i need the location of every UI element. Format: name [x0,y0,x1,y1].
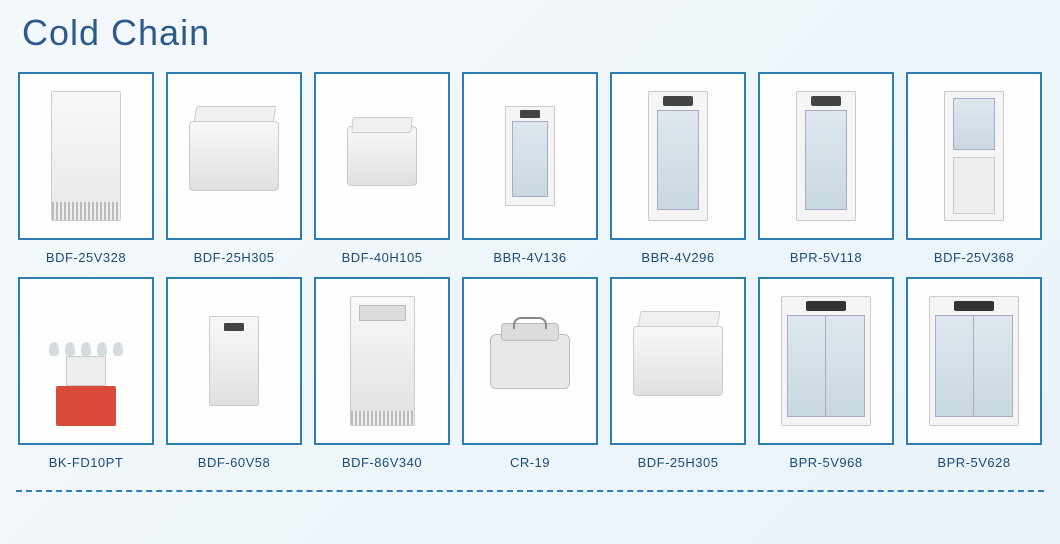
product-model-label: BDF-25H305 [638,455,719,470]
product-illustration [51,91,121,221]
product-card[interactable]: BDF-25H305 [610,277,746,470]
product-model-label: BBR-4V296 [641,250,714,265]
product-model-label: BPR-5V118 [790,250,862,265]
product-card[interactable]: BPR-5V118 [758,72,894,265]
product-card[interactable]: BDF-86V340 [314,277,450,470]
product-image-box [18,277,154,445]
product-illustration [46,296,126,426]
product-image-box [906,277,1042,445]
divider-line [16,490,1044,492]
product-card[interactable]: BBR-4V136 [462,72,598,265]
product-illustration [505,106,555,206]
product-model-label: BDF-25V368 [934,250,1014,265]
page-title: Cold Chain [22,12,1044,54]
product-card[interactable]: BPR-5V968 [758,277,894,470]
product-model-label: BPR-5V968 [789,455,862,470]
product-card[interactable]: BDF-40H105 [314,72,450,265]
product-image-box [758,277,894,445]
product-image-box [18,72,154,240]
product-grid: BDF-25V328 BDF-25H305 BDF-40H105 BBR-4V136 B… [16,72,1044,470]
product-illustration [209,316,259,406]
product-illustration [633,326,723,396]
product-illustration [490,334,570,389]
product-image-box [462,72,598,240]
product-model-label: BBR-4V136 [493,250,566,265]
product-illustration [648,91,708,221]
product-model-label: BDF-60V58 [198,455,270,470]
product-image-box [462,277,598,445]
product-illustration [944,91,1004,221]
product-card[interactable]: BBR-4V296 [610,72,746,265]
product-model-label: BDF-25V328 [46,250,126,265]
product-model-label: BDF-40H105 [342,250,423,265]
product-card[interactable]: BPR-5V628 [906,277,1042,470]
product-model-label: BDF-86V340 [342,455,422,470]
product-image-box [610,72,746,240]
product-image-box [758,72,894,240]
product-model-label: BPR-5V628 [937,455,1010,470]
product-card[interactable]: BDF-25V328 [18,72,154,265]
product-image-box [610,277,746,445]
product-card[interactable]: CR-19 [462,277,598,470]
product-image-box [314,72,450,240]
product-image-box [906,72,1042,240]
product-image-box [166,72,302,240]
product-model-label: BK-FD10PT [49,455,124,470]
product-illustration [350,296,415,426]
product-card[interactable]: BDF-60V58 [166,277,302,470]
product-card[interactable]: BDF-25V368 [906,72,1042,265]
product-image-box [314,277,450,445]
product-illustration [796,91,856,221]
product-card[interactable]: BK-FD10PT [18,277,154,470]
product-card[interactable]: BDF-25H305 [166,72,302,265]
product-illustration [929,296,1019,426]
product-illustration [781,296,871,426]
product-image-box [166,277,302,445]
product-illustration [347,126,417,186]
product-model-label: CR-19 [510,455,550,470]
product-model-label: BDF-25H305 [194,250,275,265]
product-illustration [189,121,279,191]
